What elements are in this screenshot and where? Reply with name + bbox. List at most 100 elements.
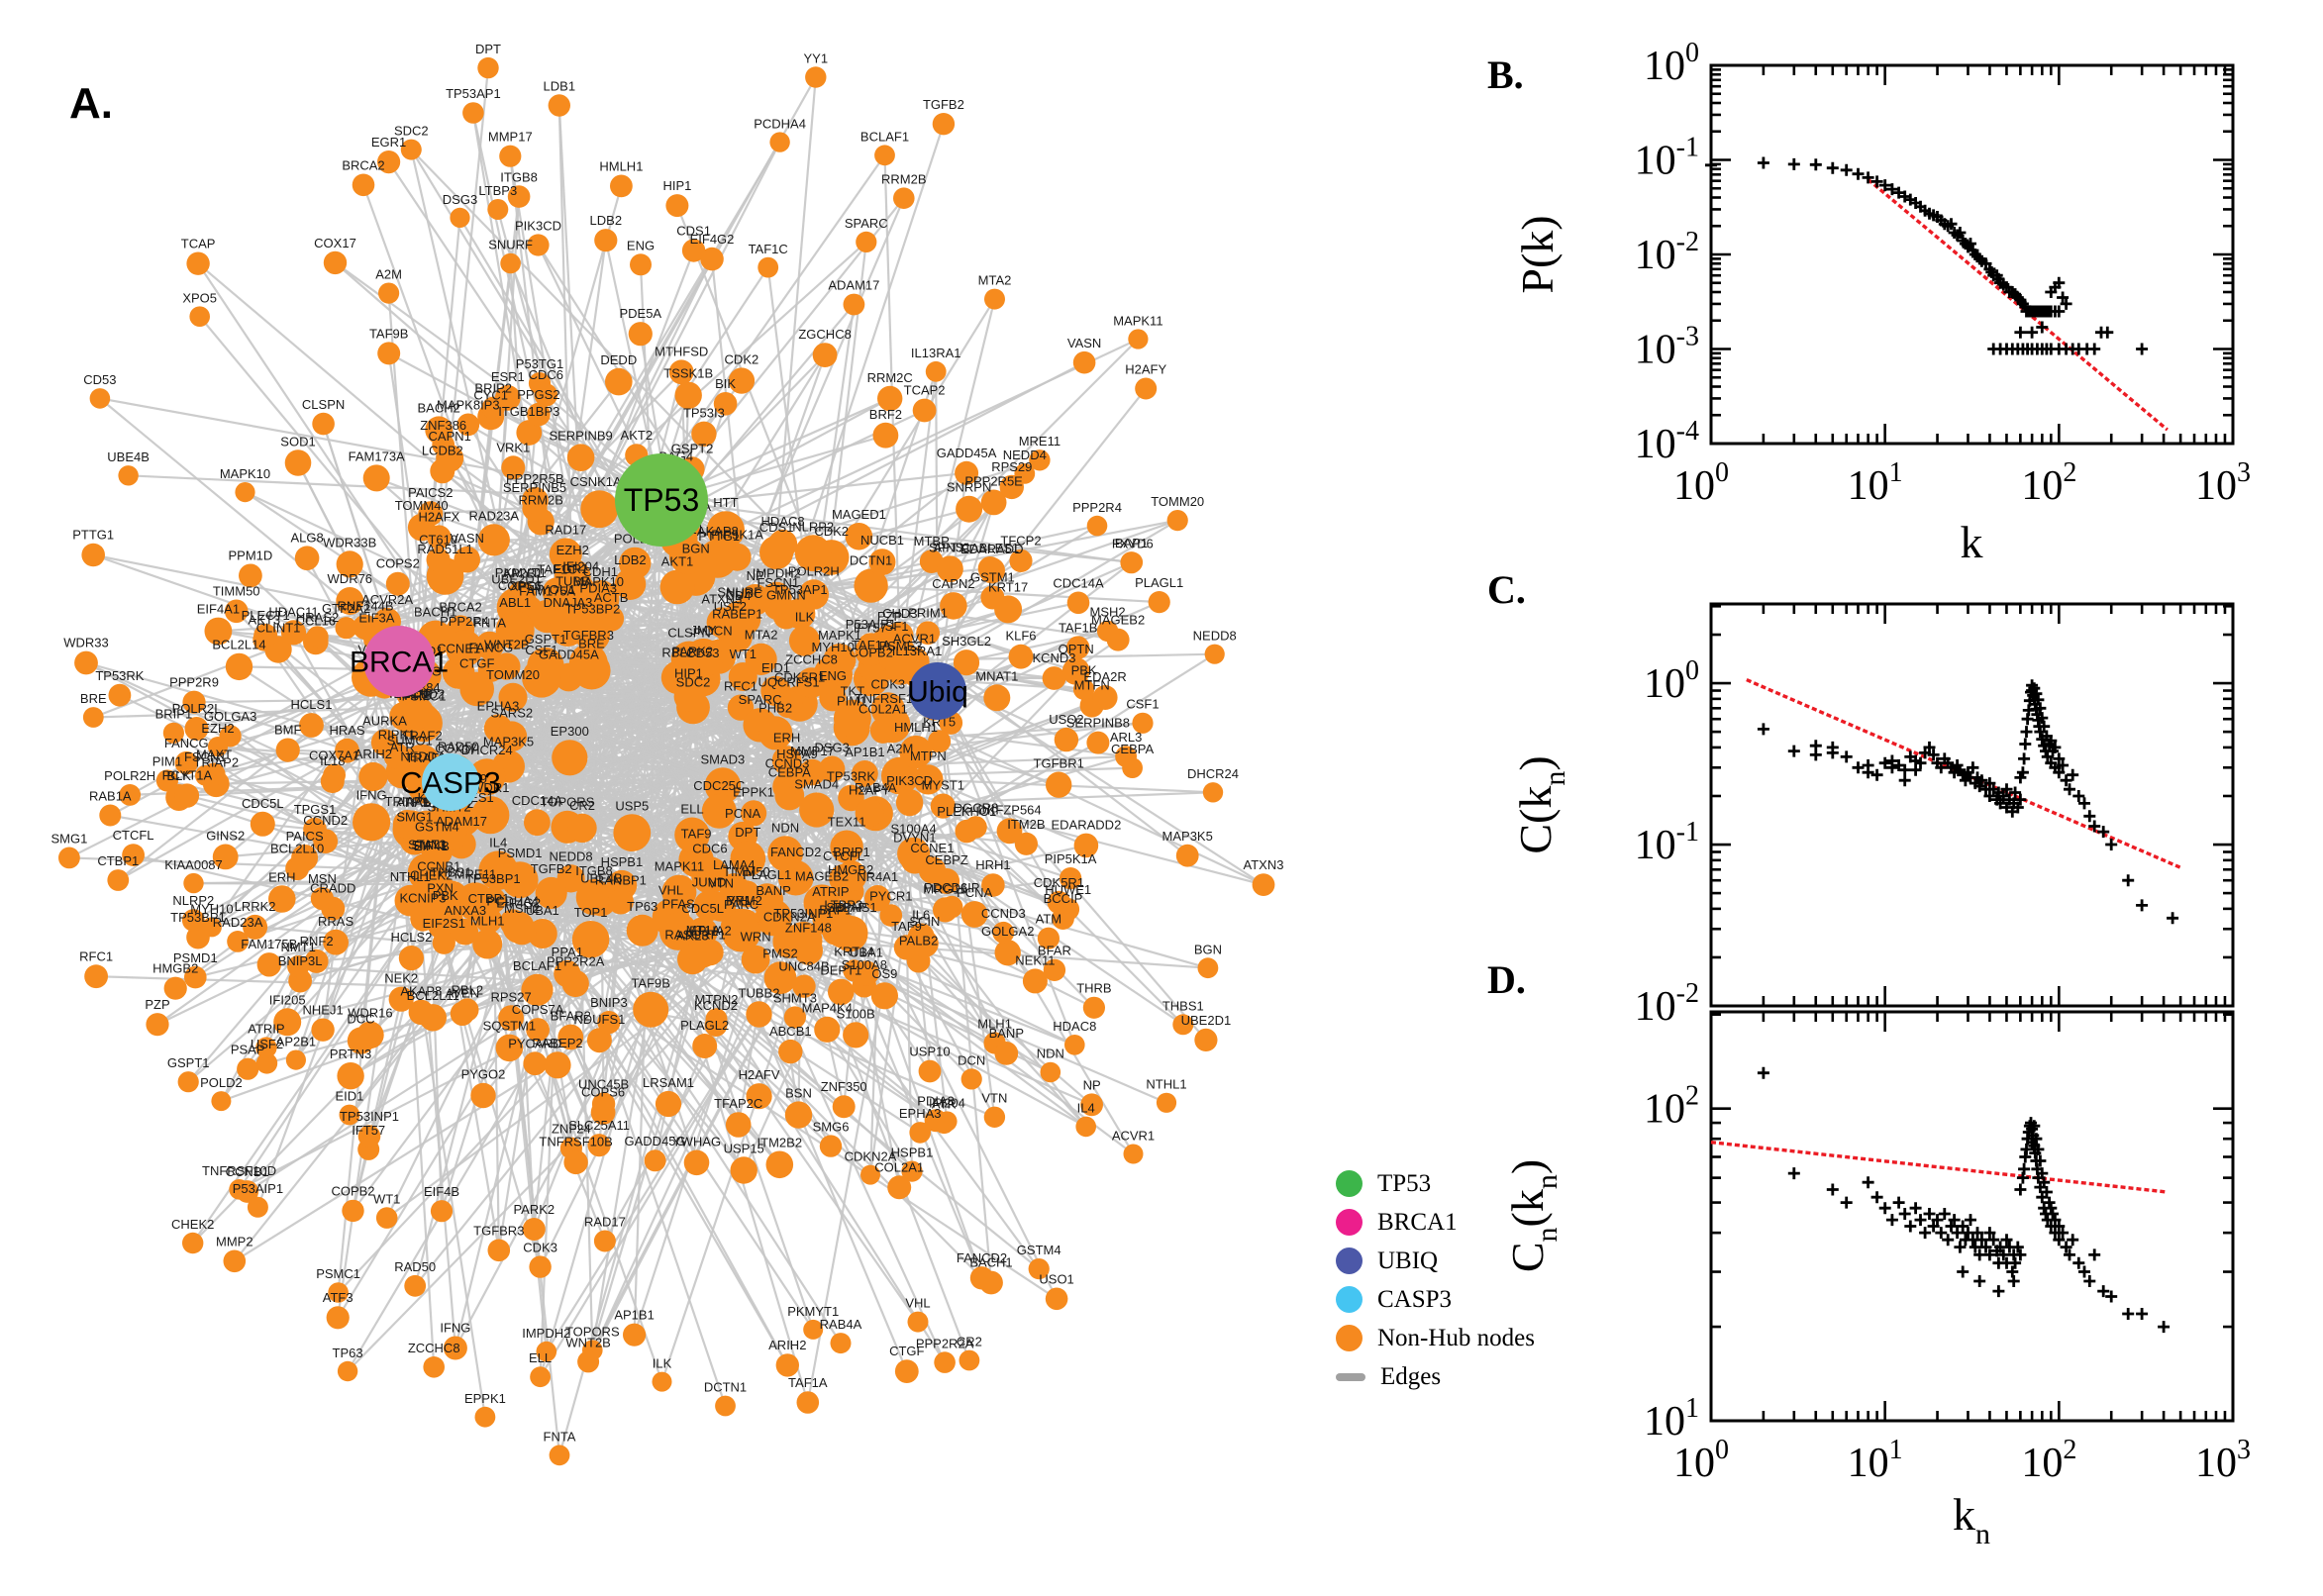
non-hub-node xyxy=(796,1391,820,1414)
non-hub-node xyxy=(186,251,210,275)
gene-label: EIF4G2 xyxy=(496,896,541,911)
non-hub-node xyxy=(323,250,348,275)
non-hub-node xyxy=(155,769,178,792)
gene-label: POLR2H xyxy=(788,563,840,578)
non-hub-node xyxy=(610,174,633,198)
gene-label: TP53AP1 xyxy=(772,582,828,597)
non-hub-node xyxy=(713,392,738,416)
non-hub-node xyxy=(478,850,518,890)
gene-label: FANCG xyxy=(469,641,514,655)
gene-label: JMY xyxy=(691,623,717,638)
non-hub-node xyxy=(983,684,1011,712)
non-hub-node xyxy=(665,194,689,218)
gene-label: CTGF xyxy=(459,656,494,671)
non-hub-node xyxy=(852,760,878,787)
non-hub-node xyxy=(879,904,903,927)
non-hub-node xyxy=(493,652,521,680)
non-hub-node xyxy=(886,622,914,649)
non-hub-node xyxy=(593,1230,616,1252)
non-hub-node xyxy=(313,829,339,853)
non-hub-node xyxy=(723,543,752,571)
non-hub-node xyxy=(1014,832,1038,855)
non-hub-node xyxy=(227,931,250,952)
non-hub-node xyxy=(353,803,391,842)
non-hub-node xyxy=(692,1034,718,1058)
gene-label: LDB2 xyxy=(614,552,647,567)
gene-label: COPS6 xyxy=(498,578,542,593)
non-hub-node xyxy=(557,1024,584,1050)
non-hub-node xyxy=(953,649,980,676)
non-hub-node xyxy=(256,952,281,977)
gene-label: PPP2R2A xyxy=(547,954,605,969)
non-hub-node xyxy=(741,945,770,974)
non-hub-node xyxy=(122,844,145,866)
gene-label: TAF9 xyxy=(681,827,712,842)
non-hub-node xyxy=(980,585,1005,610)
gene-label: DSG3 xyxy=(814,741,849,755)
non-hub-node xyxy=(700,247,724,271)
non-hub-node xyxy=(874,145,895,166)
non-hub-node xyxy=(854,960,879,986)
non-hub-node xyxy=(1115,746,1137,767)
gene-label: ZCCHC8 xyxy=(785,651,838,666)
gene-label: CDC14A xyxy=(512,793,563,808)
gene-label: PTTG1 xyxy=(698,529,740,544)
gene-label: ELL xyxy=(680,801,703,816)
gene-label: VTN xyxy=(708,875,734,890)
gene-label: ENG xyxy=(819,668,847,683)
non-hub-node xyxy=(335,738,359,763)
non-hub-node xyxy=(207,737,229,757)
gene-label: PZP xyxy=(877,609,902,624)
non-hub-node xyxy=(605,367,633,396)
gene-label: HSPB1 xyxy=(601,854,644,869)
non-hub-node xyxy=(99,804,122,827)
gene-label: ERH xyxy=(773,730,800,745)
tick-label: 101 xyxy=(1644,1393,1699,1445)
gene-label: IFT57 xyxy=(854,621,887,636)
gene-label: NLRP2 xyxy=(792,519,834,534)
non-hub-node xyxy=(1064,1035,1085,1055)
non-hub-node xyxy=(855,798,884,828)
gene-label: HMGB2 xyxy=(828,862,873,877)
non-hub-node xyxy=(336,587,364,615)
gene-label: COPB2 xyxy=(850,645,893,659)
gene-label: AKAP8 xyxy=(697,524,739,539)
non-hub-node xyxy=(479,887,506,914)
non-hub-node xyxy=(668,538,706,574)
non-hub-node xyxy=(554,959,581,988)
non-hub-node xyxy=(443,1336,467,1360)
non-hub-node xyxy=(783,762,811,790)
non-hub-node xyxy=(430,458,455,484)
non-hub-node xyxy=(357,1125,381,1147)
non-hub-node xyxy=(285,1049,306,1070)
non-hub-node xyxy=(502,911,535,944)
non-hub-node xyxy=(526,1018,550,1042)
non-hub-node xyxy=(607,888,634,915)
non-hub-node xyxy=(581,580,620,619)
gene-label: EGR1 xyxy=(554,561,588,576)
non-hub-node xyxy=(527,402,551,427)
non-hub-node xyxy=(1172,1014,1194,1036)
non-hub-node xyxy=(899,735,933,769)
non-hub-node xyxy=(854,568,888,603)
gene-label: ADAM17 xyxy=(436,814,487,829)
non-hub-node xyxy=(119,784,142,806)
gene-label: PDIA3 xyxy=(579,580,617,595)
non-hub-node xyxy=(385,571,410,596)
non-hub-node xyxy=(500,252,521,274)
non-hub-node xyxy=(1037,927,1060,949)
non-hub-node xyxy=(84,964,108,989)
non-hub-node xyxy=(177,1071,199,1093)
gene-label: HIP1 xyxy=(674,666,703,681)
non-hub-node xyxy=(1008,644,1034,669)
non-hub-node xyxy=(306,626,329,648)
non-hub-node xyxy=(940,592,967,620)
gene-label: GSTM4 xyxy=(415,820,459,835)
gene-label: VHL xyxy=(658,883,683,898)
gene-label: LTBP3 xyxy=(824,898,862,913)
non-hub-node xyxy=(1009,549,1033,573)
non-hub-node xyxy=(352,173,375,197)
non-hub-node xyxy=(347,1027,375,1054)
non-hub-node xyxy=(916,621,940,646)
non-hub-node xyxy=(684,638,723,677)
